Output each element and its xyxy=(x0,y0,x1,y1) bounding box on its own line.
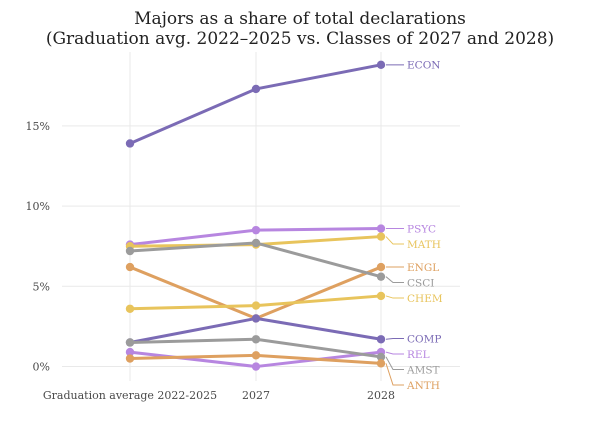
label-connector-anth xyxy=(385,363,404,386)
label-connector-csci xyxy=(385,276,404,284)
data-point-econ xyxy=(251,84,261,94)
data-point-psyc xyxy=(376,224,386,233)
data-point-econ xyxy=(125,139,135,148)
data-point-econ xyxy=(376,60,386,70)
data-point-chem xyxy=(251,301,261,310)
data-point-amst xyxy=(125,338,135,347)
data-point-anth xyxy=(125,354,135,363)
data-point-anth xyxy=(376,359,386,368)
series-psyc xyxy=(125,224,386,249)
series-label-comp: COMP xyxy=(407,333,441,345)
data-point-rel xyxy=(251,362,261,371)
y-tick-label: 5% xyxy=(33,280,50,293)
data-point-csci xyxy=(251,238,261,248)
series-label-chem: CHEM xyxy=(407,293,443,305)
data-point-csci xyxy=(125,246,135,256)
grid xyxy=(62,52,460,381)
label-connector-chem xyxy=(385,295,404,299)
series-label-rel: REL xyxy=(407,349,430,361)
series-csci xyxy=(125,238,386,281)
series-lines xyxy=(125,60,386,371)
data-point-math xyxy=(376,232,386,241)
series-label-psyc: PSYC xyxy=(407,223,436,235)
y-tick-label: 15% xyxy=(26,120,50,133)
axes: 0% 5% 10% 15% Graduation average 2022-2025 20… xyxy=(26,120,395,402)
series-amst xyxy=(125,335,386,362)
data-point-comp xyxy=(376,335,386,344)
data-point-rel xyxy=(125,347,135,357)
label-connector-amst xyxy=(385,356,404,370)
data-point-engl xyxy=(376,262,386,272)
series-label-amst: AMST xyxy=(406,364,440,376)
series-anth xyxy=(125,351,386,368)
label-connector-comp xyxy=(385,338,404,340)
series-chem xyxy=(125,291,386,313)
series-labels: ECON PSYC MATH ENGL CSCI CHEM COMP REL AMST ANTH xyxy=(385,60,443,392)
series-label-anth: ANTH xyxy=(406,380,440,392)
chart-subtitle: (Graduation avg. 2022–2025 vs. Classes o… xyxy=(46,29,554,49)
data-point-chem xyxy=(125,304,135,313)
series-label-math: MATH xyxy=(407,239,441,251)
data-point-anth xyxy=(251,351,261,360)
data-point-csci xyxy=(376,272,386,281)
data-point-chem xyxy=(376,291,386,301)
x-tick-label: 2028 xyxy=(367,389,395,402)
x-tick-label: Graduation average 2022-2025 xyxy=(43,389,217,402)
y-tick-label: 0% xyxy=(33,361,50,374)
data-point-engl xyxy=(125,262,135,272)
chart-title: Majors as a share of total declarations xyxy=(134,9,466,29)
series-label-econ: ECON xyxy=(407,60,441,72)
label-connector-math xyxy=(385,236,404,245)
label-connector-rel xyxy=(385,351,404,355)
series-label-csci: CSCI xyxy=(407,277,434,289)
data-point-amst xyxy=(376,352,386,362)
series-econ xyxy=(125,60,386,148)
y-tick-label: 10% xyxy=(26,200,50,213)
x-tick-label: 2027 xyxy=(242,389,270,402)
data-point-psyc xyxy=(251,225,261,235)
data-point-comp xyxy=(251,314,261,323)
series-label-engl: ENGL xyxy=(407,262,439,274)
data-point-amst xyxy=(251,335,261,344)
